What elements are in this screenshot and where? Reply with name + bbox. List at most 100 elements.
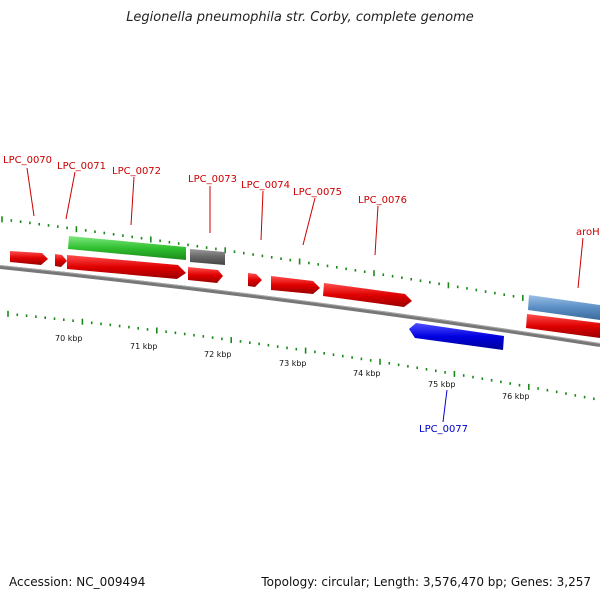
minor-tick	[10, 219, 13, 222]
minor-tick	[369, 359, 372, 362]
minor-tick	[57, 225, 59, 228]
tick-label-73: 73 kbp	[279, 359, 307, 368]
minor-tick	[472, 375, 474, 379]
major-tick	[453, 370, 456, 377]
gene-lpc0074[interactable]	[248, 273, 262, 287]
minor-tick	[221, 337, 223, 341]
label-lpc0076[interactable]: LPC_0076	[358, 195, 407, 206]
minor-tick	[565, 392, 567, 395]
minor-tick	[137, 327, 139, 330]
minor-tick	[462, 374, 465, 377]
major-tick	[528, 383, 530, 390]
minor-tick	[63, 318, 65, 321]
minor-tick	[481, 377, 484, 380]
minor-tick	[574, 394, 577, 397]
label-lpc0077[interactable]: LPC_0077	[419, 424, 468, 435]
minor-tick	[382, 273, 385, 276]
gene-lpc0075[interactable]	[271, 276, 320, 294]
minor-tick	[583, 395, 586, 399]
major-tick	[150, 236, 152, 243]
minor-tick	[363, 270, 366, 273]
minor-tick	[25, 314, 28, 317]
minor-tick	[168, 240, 171, 244]
minor-tick	[354, 269, 357, 272]
minor-tick	[295, 347, 298, 351]
minor-tick	[94, 230, 96, 233]
minor-tick	[128, 325, 130, 329]
minor-tick	[512, 295, 515, 298]
gene-lpc0073b[interactable]	[188, 267, 223, 283]
minor-tick	[131, 235, 133, 239]
minor-tick	[100, 322, 102, 326]
major-tick	[373, 270, 375, 277]
minor-tick	[438, 282, 440, 286]
gene-lpc0073[interactable]	[190, 249, 225, 265]
minor-tick	[456, 285, 459, 289]
label-aroH[interactable]: aroH	[576, 227, 600, 238]
gene-lpc0072[interactable]	[67, 255, 186, 279]
label-lpc0071[interactable]: LPC_0071	[57, 161, 106, 172]
minor-tick	[202, 335, 205, 338]
minor-tick	[112, 233, 115, 236]
minor-tick	[146, 328, 149, 331]
gene-rna-green[interactable]	[68, 236, 186, 260]
gene-lpc0077[interactable]	[409, 323, 504, 350]
minor-tick	[388, 362, 391, 365]
tick-label-75: 75 kbp	[428, 380, 456, 389]
minor-tick	[286, 346, 288, 350]
gene-aroH[interactable]	[526, 314, 600, 338]
gene-lpc0071[interactable]	[55, 254, 67, 267]
minor-tick	[174, 331, 177, 335]
minor-tick	[211, 336, 214, 339]
minor-tick	[546, 388, 549, 392]
minor-tick	[360, 357, 363, 361]
minor-tick	[332, 353, 335, 356]
minor-tick	[35, 315, 37, 318]
minor-tick	[401, 276, 403, 279]
minor-tick	[509, 382, 511, 385]
minor-tick	[84, 229, 87, 232]
minor-tick	[233, 250, 236, 253]
genome-backbone	[0, 265, 600, 347]
label-lpc0073[interactable]: LPC_0073	[188, 174, 237, 185]
tick-label-72: 72 kbp	[204, 350, 232, 359]
minor-tick	[196, 244, 199, 248]
minor-tick	[429, 281, 431, 284]
minor-tick	[159, 239, 161, 243]
major-tick	[304, 347, 307, 354]
major-tick	[447, 282, 450, 289]
gene-lpc0070[interactable]	[10, 251, 48, 265]
label-lpc0075[interactable]: LPC_0075	[293, 187, 342, 198]
lower-tick-track	[7, 310, 595, 401]
major-tick	[230, 337, 232, 344]
minor-tick	[444, 371, 446, 374]
minor-tick	[90, 321, 93, 325]
minor-tick	[53, 317, 56, 320]
label-leaders	[26, 167, 584, 289]
minor-tick	[555, 390, 558, 394]
minor-tick	[122, 234, 124, 237]
minor-tick	[44, 316, 46, 319]
gene-lpc0076[interactable]	[323, 283, 412, 307]
minor-tick	[270, 256, 273, 259]
label-leader-lpc0077	[442, 389, 448, 423]
minor-tick	[416, 366, 418, 370]
minor-tick	[72, 319, 74, 322]
label-lpc0072[interactable]: LPC_0072	[112, 166, 161, 177]
label-lpc0074[interactable]: LPC_0074	[241, 180, 290, 191]
minor-tick	[410, 277, 412, 281]
minor-tick	[16, 313, 19, 317]
major-tick	[75, 226, 78, 233]
gene-steelblue[interactable]	[528, 295, 600, 320]
minor-tick	[351, 356, 353, 359]
minor-tick	[103, 231, 106, 235]
minor-tick	[249, 341, 251, 344]
minor-tick	[407, 365, 409, 368]
label-lpc0070[interactable]: LPC_0070	[3, 155, 52, 166]
accession-text: Accession: NC_009494	[9, 575, 146, 589]
minor-tick	[425, 368, 428, 371]
minor-tick	[66, 226, 68, 230]
minor-tick	[308, 261, 310, 265]
tick-label-70: 70 kbp	[55, 334, 83, 343]
minor-tick	[19, 220, 22, 223]
